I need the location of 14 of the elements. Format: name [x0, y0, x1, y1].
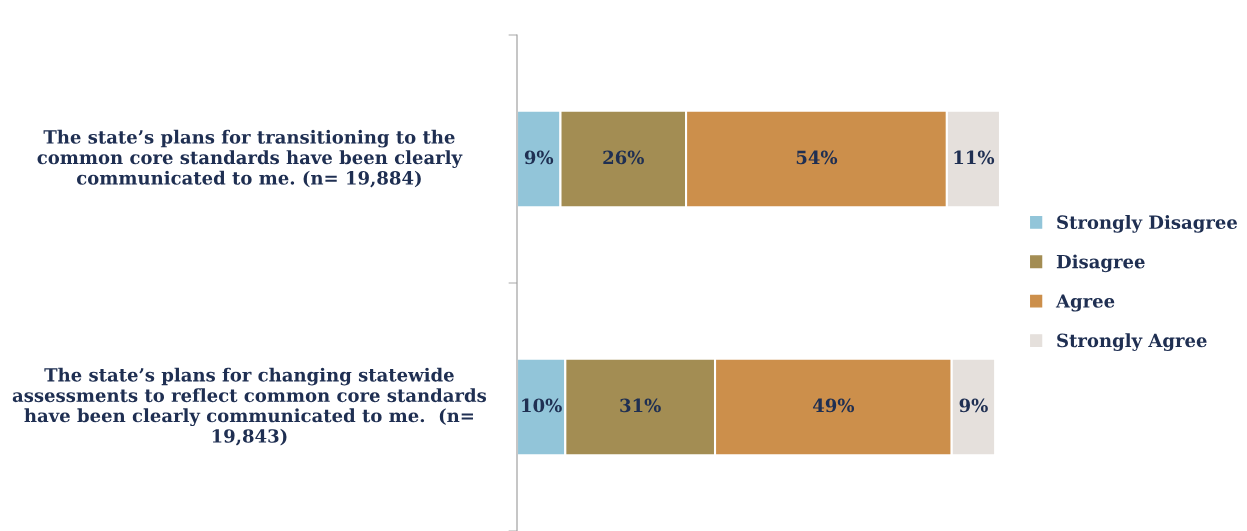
y-tick-label: The state’s plans for transitioning to the common core standards have been clearly communicated to me. (n= 19,884)	[37, 129, 463, 188]
data-label: 31%	[620, 398, 661, 413]
legend-label: Strongly Agree	[1057, 333, 1207, 351]
data-label: 10%	[522, 398, 562, 413]
data-label: 11%	[954, 150, 995, 165]
legend-label: Agree	[1055, 294, 1115, 312]
data-label: 49%	[812, 398, 855, 413]
legend-label: Strongly Disagree	[1057, 215, 1238, 233]
data-label: 9%	[959, 398, 988, 413]
data-label: 9%	[524, 150, 554, 165]
legend-label: Disagree	[1056, 254, 1145, 273]
y-tick-label: The state’s plans for changing statewide assessments to reflect common core standards have been clearly communicated to me. (n= 19,843)	[12, 367, 487, 446]
data-label: 26%	[603, 150, 644, 165]
data-label: 54%	[796, 150, 838, 165]
